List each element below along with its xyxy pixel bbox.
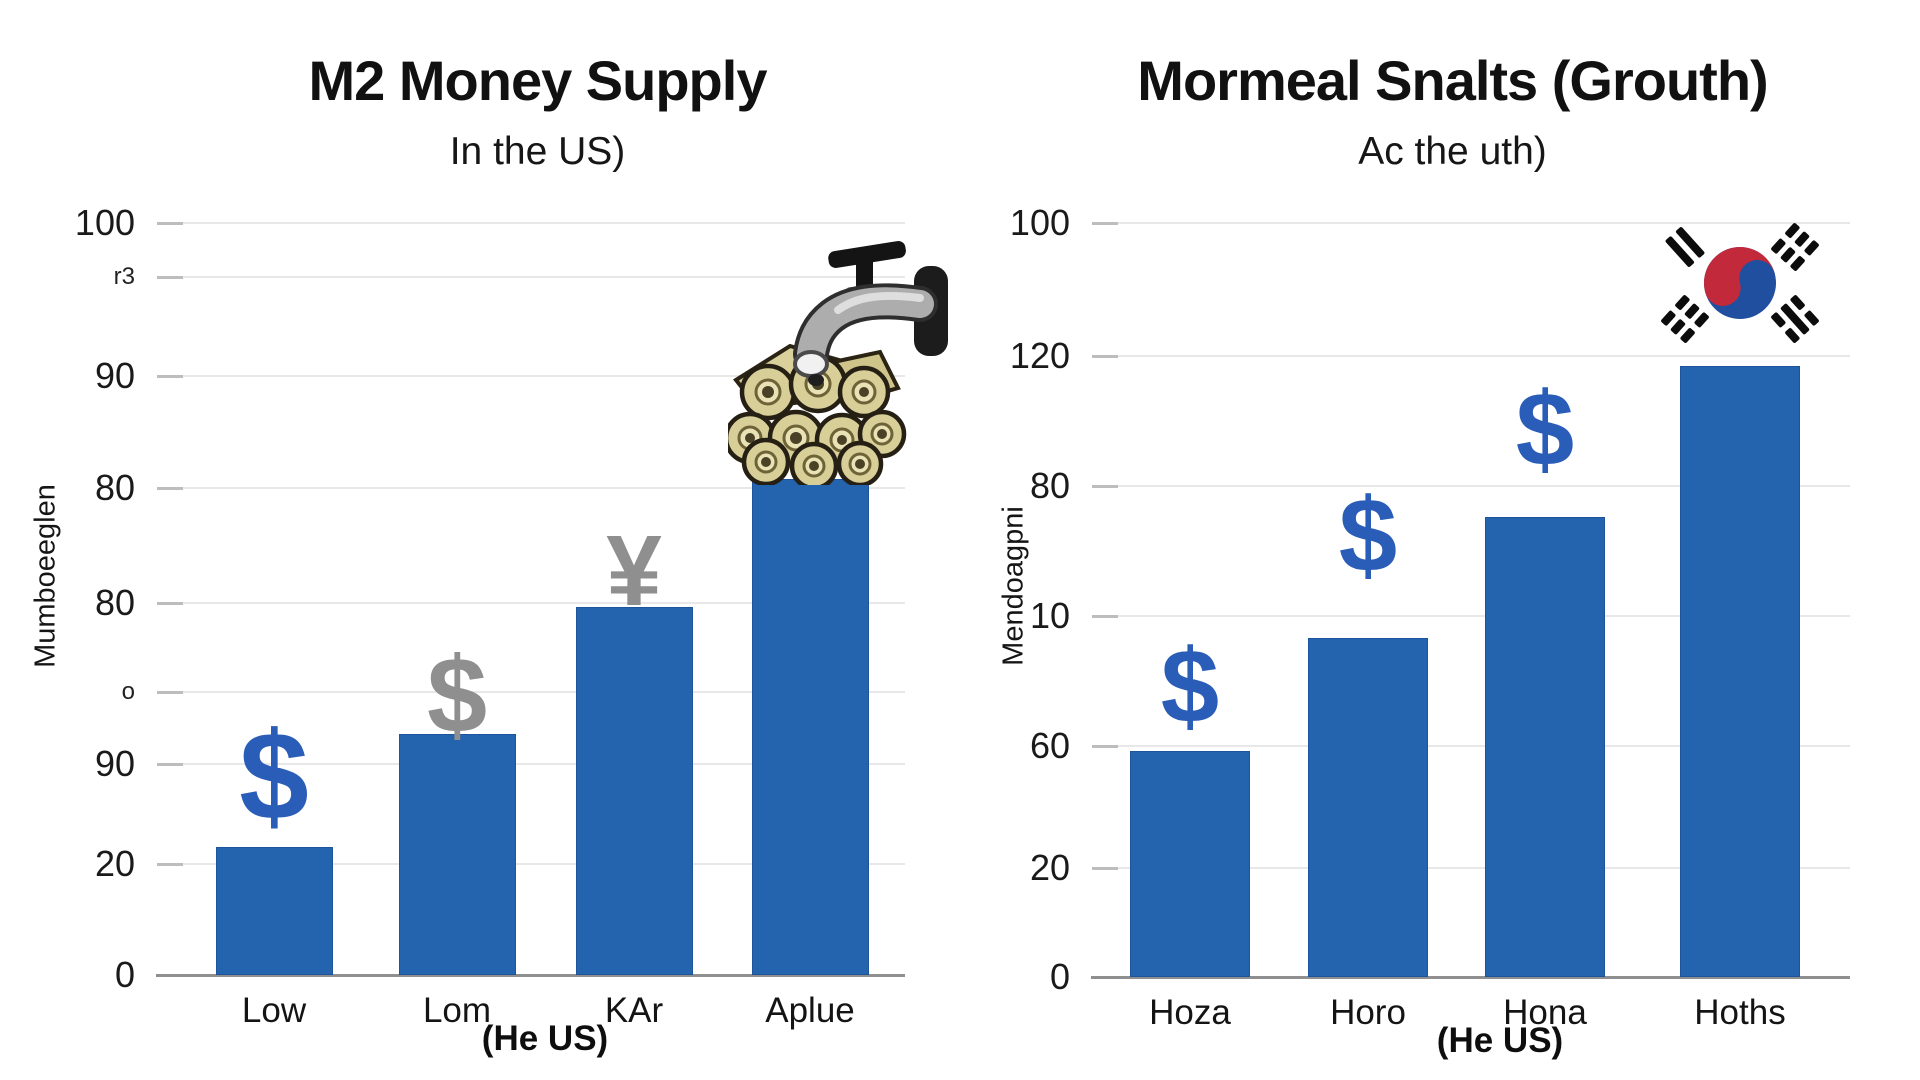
y-axis-label: Mendoagpni [997, 506, 1030, 666]
category-label: Lom [422, 991, 492, 1030]
y-tick-label: 120 [1009, 335, 1070, 377]
bar [1130, 750, 1250, 977]
y-tick-label: 20 [94, 842, 135, 884]
tick-mark [157, 862, 183, 866]
category-label: Hoths [1694, 993, 1786, 1032]
gridline [1105, 745, 1850, 748]
gridline [1105, 355, 1850, 358]
gridline [170, 222, 905, 224]
x-axis-note: (He US) [1436, 1021, 1564, 1060]
dollar-icon: $ [1515, 371, 1575, 489]
gridline [1105, 614, 1850, 617]
korea-flag-icon [1661, 223, 1819, 344]
dollar-icon: $ [1338, 476, 1398, 594]
plot-area: (He US) 100 120 80 10 60 20 0 Hoza $ Horo $ Hona $ Ho… [1010, 202, 1850, 1060]
bar [575, 606, 693, 975]
y-tick-label: 60 [1029, 725, 1070, 767]
bar [398, 734, 516, 975]
faucet [792, 240, 948, 386]
gridline [170, 763, 905, 766]
tick-mark [1092, 222, 1118, 225]
trigram-bottom-left [1661, 295, 1709, 344]
bar [1485, 517, 1605, 977]
tick-mark [157, 601, 183, 605]
gridline [170, 375, 905, 378]
y-tick-label: 90 [94, 743, 135, 785]
y-axis-label: Mumboeeglen [29, 484, 62, 668]
gridline [170, 862, 905, 865]
chart-subtitle: In the US) [449, 130, 626, 173]
dollar-icon: $ [1160, 627, 1220, 745]
tick-mark [157, 691, 183, 695]
trigram-top-left [1665, 227, 1705, 268]
x-axis-line [1091, 976, 1850, 979]
category-label: Hona [1503, 993, 1587, 1032]
tick-mark [157, 222, 183, 225]
korea-flag-decoration [1655, 219, 1825, 354]
dollar-icon: $ [239, 707, 309, 847]
category-label: Low [241, 991, 307, 1030]
tick-mark [157, 276, 183, 280]
bar [215, 847, 333, 975]
y-tick-label: 20 [1029, 846, 1070, 888]
gridline [170, 691, 905, 694]
tick-mark [1092, 866, 1118, 870]
trigram-bottom-right [1771, 295, 1819, 344]
y-tick-label: 80 [94, 466, 135, 508]
plot-area: (He US) 100 r3 90 80 80 o 90 20 0 Low $ Lom $ KAr ¥ Apl… [75, 202, 948, 1058]
taegeuk [1704, 247, 1776, 320]
y-tick-label: 80 [94, 581, 135, 623]
gridline [1105, 485, 1850, 488]
tick-mark [157, 375, 183, 379]
category-label: Horo [1330, 993, 1406, 1032]
money-faucet-icon [723, 240, 948, 490]
y-tick-label: 100 [1009, 202, 1070, 243]
gridline [1105, 222, 1850, 224]
tick-mark [1092, 745, 1118, 749]
money-faucet-decoration [723, 240, 953, 490]
tick-mark [1092, 355, 1118, 359]
y-tick-label: 10 [1029, 594, 1070, 636]
bar [1680, 366, 1800, 977]
money-rolls [723, 343, 906, 490]
gridline [170, 601, 905, 604]
x-axis-note: (He US) [481, 1019, 609, 1058]
chart-title: Mormeal Snalts (Grouth) [1137, 49, 1768, 112]
dollar-icon: $ [426, 633, 488, 755]
bar [751, 478, 869, 975]
y-tick-label: o [121, 678, 135, 706]
bar [1308, 637, 1428, 977]
trigram-top-right [1771, 223, 1819, 272]
tick-mark [157, 763, 183, 767]
category-label: KAr [604, 991, 664, 1030]
tick-mark [157, 486, 183, 490]
gridline [1105, 866, 1850, 869]
gridline [170, 486, 905, 489]
y-tick-label: 80 [1029, 465, 1070, 507]
category-label: Aplue [765, 991, 855, 1030]
gridline [170, 276, 905, 279]
chart-title: M2 Money Supply [308, 49, 768, 112]
tick-mark [1092, 485, 1118, 489]
y-tick-label: 0 [1049, 956, 1070, 997]
y-tick-label: 100 [74, 202, 135, 243]
chart-subtitle: Ac the uth) [1358, 130, 1547, 173]
y-tick-label: 0 [114, 954, 135, 995]
tick-mark [1092, 614, 1118, 618]
x-axis-line [156, 974, 905, 977]
y-tick-label: 90 [94, 355, 135, 397]
y-tick-label: r3 [113, 263, 135, 291]
category-label: Hoza [1149, 993, 1231, 1032]
yen-icon: ¥ [606, 514, 662, 627]
